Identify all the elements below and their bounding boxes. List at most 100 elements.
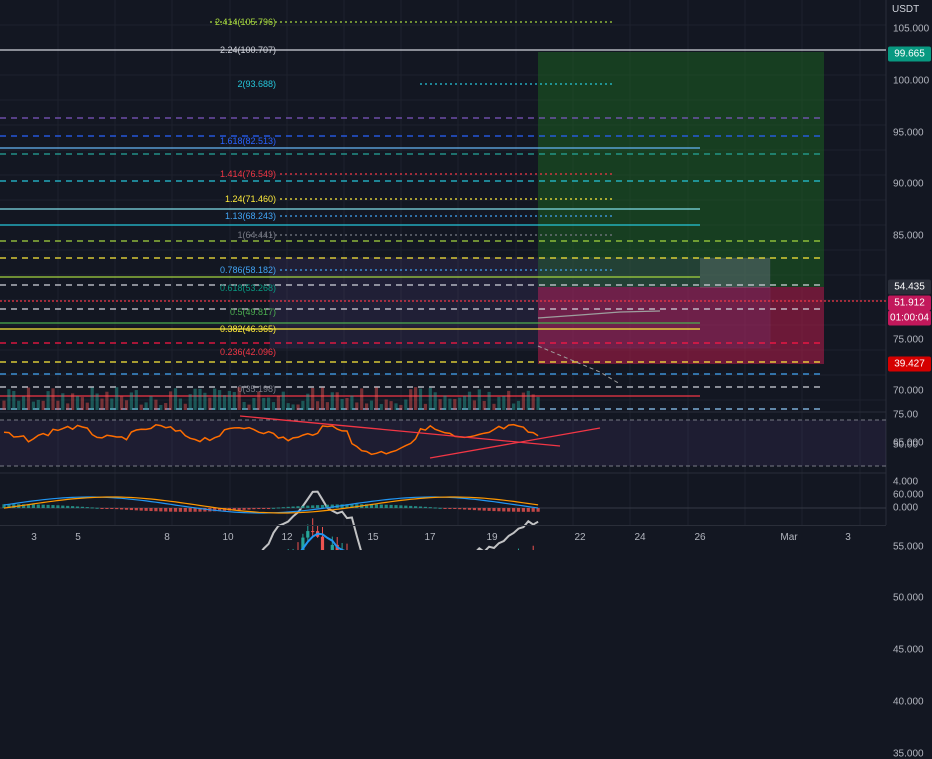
volume-bar [2,400,6,410]
volume-bar [227,390,231,410]
macd-histogram-bar [512,508,516,512]
volume-bar [90,387,94,410]
macd-histogram-bar [414,506,418,508]
fib-label: 1.414(76.549) [220,169,276,179]
volume-bar [384,399,388,410]
time-label: 15 [367,532,379,543]
rsi-tick: 75.00 [893,409,919,421]
time-label: 10 [222,532,234,543]
macd-histogram-bar [95,507,99,509]
fib-label: 2.24(100.707) [220,45,276,55]
volume-bar [379,404,383,410]
macd-tick: 4.000 [893,476,919,488]
volume-bar [188,394,192,410]
volume-bar [286,403,290,410]
price-tag: 01:00:04 [888,310,931,326]
price-tag: 99.665 [888,46,931,62]
macd-histogram-bar [75,506,80,508]
volume-bar [66,403,70,410]
fib-label: 1.13(68.243) [225,211,276,221]
macd-histogram-bar [61,505,65,508]
time-label: 17 [424,532,436,543]
macd-histogram-bar [124,508,129,510]
volume-bar [477,389,481,410]
volume-bar [61,393,65,410]
macd-histogram-bar [198,508,202,512]
volume-bar [394,403,398,410]
time-axis[interactable] [0,525,886,551]
volume-bar [374,387,378,410]
volume-bar [360,388,364,410]
horizontal-levels [0,21,886,410]
position-zones [269,52,824,364]
volume-bar [41,400,45,410]
volume-bar [409,389,413,410]
volume-bar [164,403,168,410]
volume-bar [12,390,16,410]
candle-body [311,531,315,533]
volume-bar [222,395,227,410]
rsi-trendline [429,427,601,459]
macd-histogram-bar [183,508,187,512]
volume-bar [17,400,21,410]
volume-bar [218,390,222,410]
volume-bar [536,396,540,410]
macd-histogram-bar [301,505,305,508]
volume-bar [159,404,163,410]
fib-label: 0.236(42.096) [220,347,276,357]
volume-bar [46,391,50,410]
time-label: Mar [780,532,798,543]
volume-bar [365,403,369,410]
volume-bar [242,401,246,410]
macd-histogram-bar [120,508,124,510]
volume-bar [95,393,99,410]
price-tick: 105.000 [893,23,930,35]
volume-bar [463,395,467,410]
macd-histogram-bar [311,505,315,508]
macd-histogram-bar [276,507,280,509]
macd-histogram-bar [306,505,310,508]
macd-histogram-bar [188,508,192,512]
macd-histogram-bar [507,508,511,512]
price-tag: 51.912 [888,295,931,311]
macd-histogram-bar [320,504,325,508]
macd-histogram-bar [374,504,378,508]
volume-bar [193,388,197,410]
macd-histogram-bar [173,508,178,512]
time-label: 5 [75,532,81,543]
price-tick: 35.000 [893,748,924,759]
volume-bar [521,392,525,410]
volume-bar [467,391,472,410]
macd-histogram-bar [345,504,349,508]
price-tag: 39.427 [888,356,931,372]
time-label: 22 [574,532,586,543]
macd-histogram-bar [316,505,320,508]
macd-tick: 0.000 [893,502,919,514]
rsi-line [3,423,539,456]
macd-histogram-bar [516,508,521,512]
macd-histogram-bar [7,504,11,508]
macd-histogram-bar [286,506,290,508]
macd-histogram-bar [193,508,197,512]
macd-histogram-bar [252,508,256,510]
macd-histogram-bar [482,508,486,511]
volume-bar [267,397,271,410]
signal-line [3,496,539,514]
rsi-tick: 50.00 [893,439,919,451]
macd-histogram-bar [22,504,26,508]
macd-pane [0,496,886,514]
volume-bar [247,404,251,410]
macd-histogram-bar [492,508,496,512]
price-tick: 65.000 [893,437,924,449]
volume-bar [428,387,432,410]
macd-histogram-bar [448,508,452,509]
volume-bar [414,387,418,410]
volume-bar [311,387,315,410]
volume-bar [443,395,447,410]
macd-histogram-bar [66,505,70,508]
price-tick: 70.000 [893,385,924,397]
time-label: 8 [164,532,170,543]
volume-bar [237,387,241,410]
